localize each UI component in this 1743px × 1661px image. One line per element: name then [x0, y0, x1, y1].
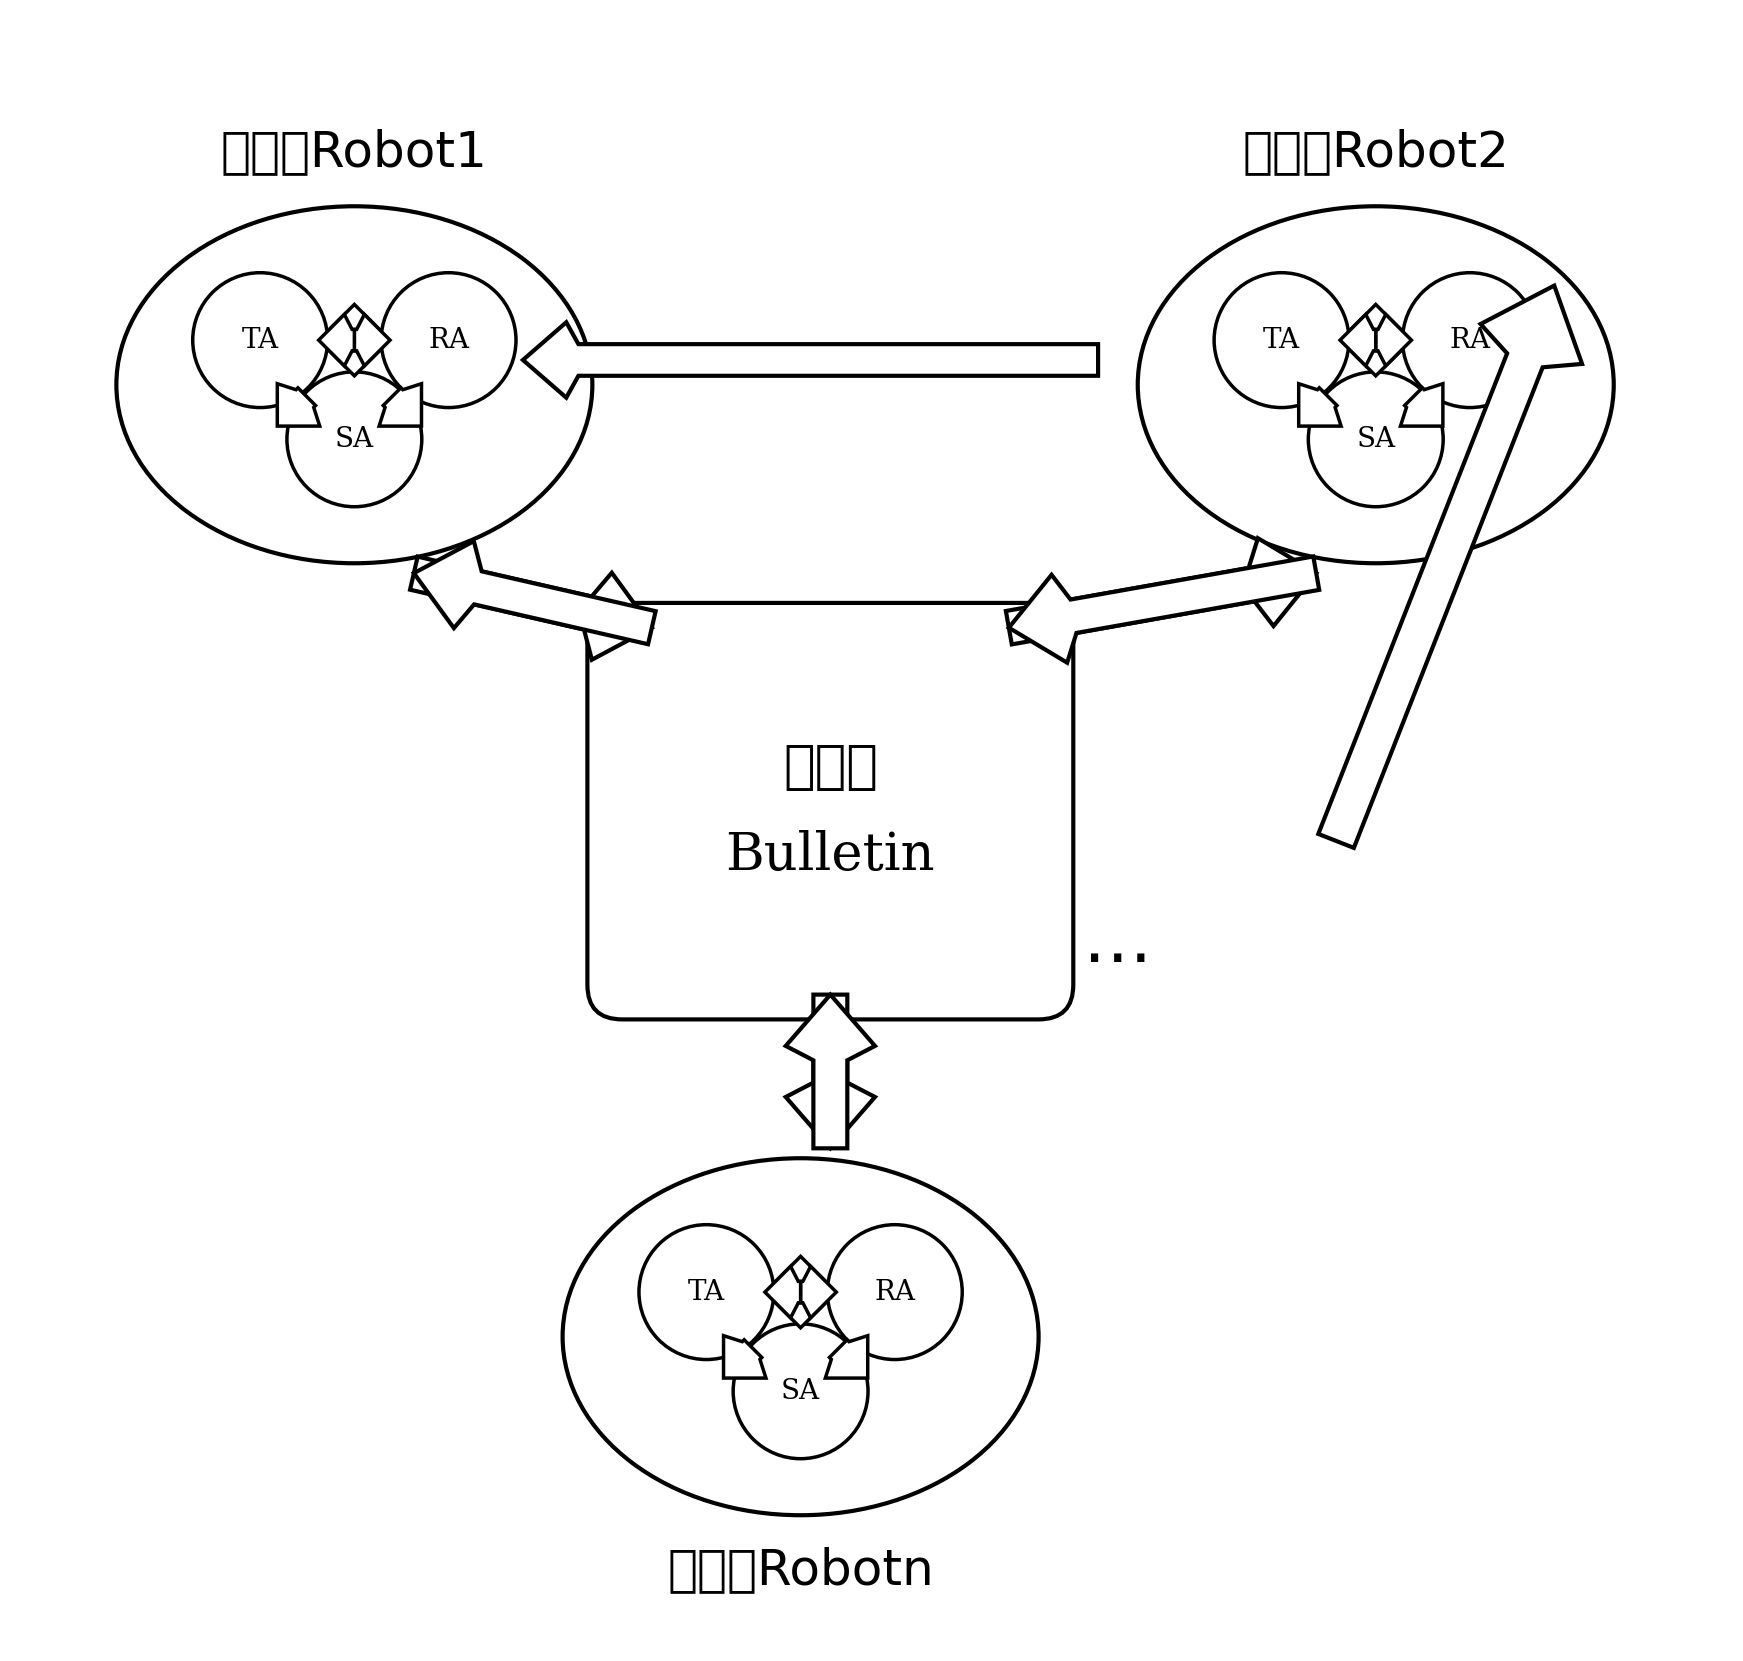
Polygon shape	[413, 541, 655, 644]
Polygon shape	[354, 314, 390, 365]
Text: RA: RA	[429, 327, 469, 354]
Text: SA: SA	[781, 1377, 821, 1405]
Polygon shape	[378, 384, 422, 427]
Circle shape	[734, 1324, 868, 1458]
Polygon shape	[1351, 304, 1401, 341]
Polygon shape	[765, 1266, 800, 1317]
Text: SA: SA	[1356, 425, 1396, 453]
Text: 机器人Robotn: 机器人Robotn	[668, 1546, 934, 1595]
Polygon shape	[1375, 314, 1412, 365]
Polygon shape	[277, 384, 319, 427]
Text: RA: RA	[875, 1279, 915, 1306]
Polygon shape	[786, 995, 875, 1148]
Polygon shape	[1351, 341, 1401, 375]
Polygon shape	[826, 1335, 868, 1379]
Circle shape	[1309, 372, 1443, 507]
Polygon shape	[319, 314, 354, 365]
Polygon shape	[1318, 286, 1583, 847]
Polygon shape	[1340, 314, 1375, 365]
Circle shape	[1215, 272, 1349, 407]
Text: 机器人Robot1: 机器人Robot1	[221, 128, 488, 176]
Circle shape	[382, 272, 516, 407]
Text: TA: TA	[242, 327, 279, 354]
FancyBboxPatch shape	[587, 603, 1074, 1020]
Polygon shape	[1006, 538, 1316, 644]
Text: ⋯: ⋯	[1082, 927, 1152, 993]
Text: SA: SA	[335, 425, 375, 453]
Polygon shape	[1009, 556, 1319, 663]
Polygon shape	[776, 1256, 826, 1292]
Polygon shape	[786, 995, 875, 1148]
Polygon shape	[329, 304, 380, 341]
Polygon shape	[723, 1335, 765, 1379]
Polygon shape	[1400, 384, 1443, 427]
Polygon shape	[776, 1292, 826, 1327]
Circle shape	[1403, 272, 1537, 407]
Ellipse shape	[563, 1158, 1039, 1515]
Text: 公告栏: 公告栏	[783, 741, 878, 792]
Polygon shape	[329, 341, 380, 375]
Polygon shape	[1299, 384, 1340, 427]
Text: 机器人Robot2: 机器人Robot2	[1243, 128, 1509, 176]
Ellipse shape	[117, 206, 593, 563]
Text: Bulletin: Bulletin	[725, 830, 936, 882]
Polygon shape	[800, 1266, 837, 1317]
Text: TA: TA	[1264, 327, 1300, 354]
Circle shape	[640, 1224, 774, 1360]
Text: TA: TA	[688, 1279, 725, 1306]
Polygon shape	[410, 556, 652, 659]
Circle shape	[288, 372, 422, 507]
Text: RA: RA	[1450, 327, 1490, 354]
Circle shape	[193, 272, 328, 407]
Ellipse shape	[1138, 206, 1614, 563]
Polygon shape	[523, 322, 1098, 397]
Circle shape	[828, 1224, 962, 1360]
